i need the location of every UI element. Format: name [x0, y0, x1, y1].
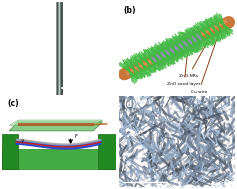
- Text: Cu wire: Cu wire: [191, 32, 220, 94]
- Text: (b): (b): [123, 6, 136, 15]
- Text: (d): (d): [123, 100, 136, 109]
- Text: ZnO NRs: ZnO NRs: [179, 42, 207, 78]
- Text: 10 μm: 10 μm: [139, 174, 151, 178]
- Text: F: F: [74, 134, 77, 139]
- Text: 500μm: 500μm: [76, 80, 91, 84]
- Text: (c): (c): [7, 99, 18, 108]
- Text: γ: γ: [21, 138, 24, 143]
- Polygon shape: [98, 135, 116, 169]
- Polygon shape: [9, 120, 102, 125]
- Text: (a): (a): [7, 6, 19, 15]
- Text: ZnO seed layer: ZnO seed layer: [167, 50, 201, 86]
- Polygon shape: [9, 122, 102, 131]
- Polygon shape: [2, 135, 18, 169]
- Polygon shape: [2, 149, 116, 169]
